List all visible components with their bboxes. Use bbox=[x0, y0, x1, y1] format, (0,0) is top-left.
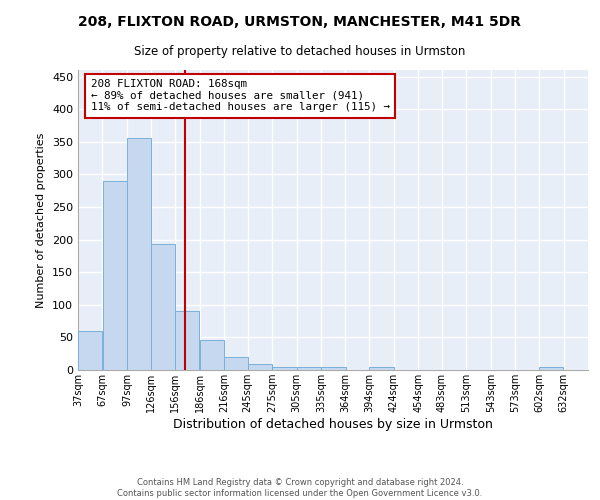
Y-axis label: Number of detached properties: Number of detached properties bbox=[37, 132, 46, 308]
Bar bbox=[539, 366, 563, 370]
Bar bbox=[248, 364, 272, 370]
Bar bbox=[224, 357, 248, 370]
Text: 208 FLIXTON ROAD: 168sqm
← 89% of detached houses are smaller (941)
11% of semi-: 208 FLIXTON ROAD: 168sqm ← 89% of detach… bbox=[91, 79, 390, 112]
Bar bbox=[321, 366, 346, 370]
Bar bbox=[370, 366, 394, 370]
Bar bbox=[175, 310, 199, 370]
Text: Size of property relative to detached houses in Urmston: Size of property relative to detached ho… bbox=[134, 45, 466, 58]
Text: 208, FLIXTON ROAD, URMSTON, MANCHESTER, M41 5DR: 208, FLIXTON ROAD, URMSTON, MANCHESTER, … bbox=[79, 15, 521, 29]
Bar bbox=[200, 340, 224, 370]
Text: Contains HM Land Registry data © Crown copyright and database right 2024.
Contai: Contains HM Land Registry data © Crown c… bbox=[118, 478, 482, 498]
Bar bbox=[151, 244, 175, 370]
Bar bbox=[103, 181, 127, 370]
Bar bbox=[272, 366, 296, 370]
Bar bbox=[78, 331, 103, 370]
X-axis label: Distribution of detached houses by size in Urmston: Distribution of detached houses by size … bbox=[173, 418, 493, 431]
Bar bbox=[297, 366, 321, 370]
Bar bbox=[127, 138, 151, 370]
